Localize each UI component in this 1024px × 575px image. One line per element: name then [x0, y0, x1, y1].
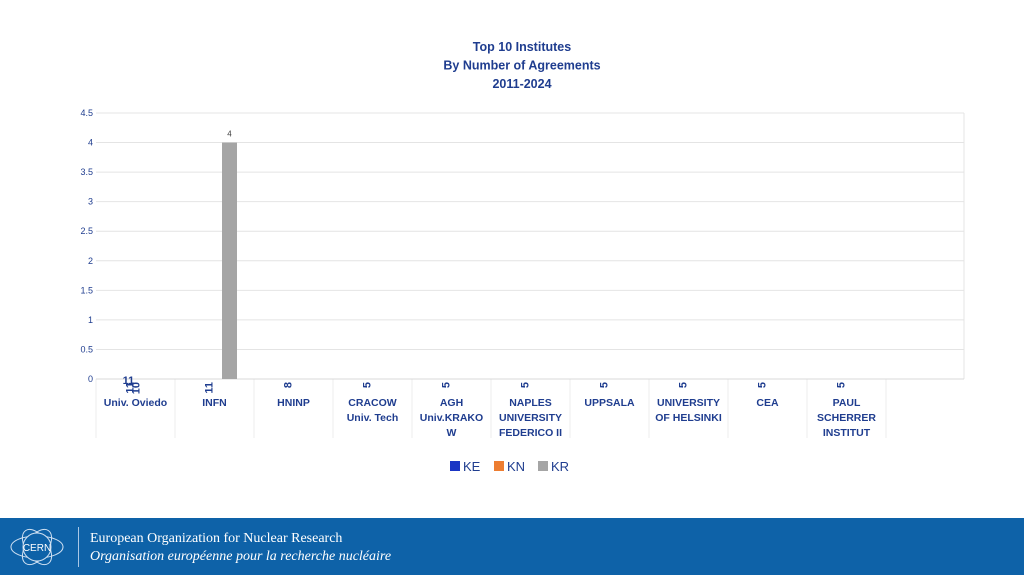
category-label: Univ. Oviedo — [104, 397, 167, 409]
category-label: W — [447, 427, 457, 439]
category-label: UNIVERSITY — [657, 397, 720, 409]
legend-swatch-kr — [538, 461, 548, 471]
category-label: SCHERRER — [817, 412, 876, 424]
y-tick-label: 3.5 — [80, 167, 93, 177]
legend: KE KN KR — [450, 459, 569, 474]
category-total-label: 5 — [757, 382, 769, 388]
category-label: NAPLES — [509, 397, 552, 409]
y-tick-label: 4.5 — [80, 108, 93, 118]
y-tick-label: 0.5 — [80, 344, 93, 354]
category-label: HNINP — [277, 397, 310, 409]
category-total-label: 5 — [520, 382, 532, 388]
legend-swatch-ke — [450, 461, 460, 471]
category-label: UNIVERSITY — [499, 412, 562, 424]
category-label: INFN — [202, 397, 227, 409]
category-total-label: 5 — [362, 382, 374, 388]
chart-title: Top 10 Institutes By Number of Agreements… — [443, 40, 600, 91]
category-label: FEDERICO II — [499, 427, 562, 439]
y-tick-label: 4 — [88, 138, 93, 148]
bar-kr — [222, 142, 237, 379]
cern-logo-text: CERN — [23, 543, 51, 554]
category-total-label: 5 — [599, 382, 611, 388]
y-tick-label: 0 — [88, 374, 93, 384]
legend-label-kr: KR — [551, 459, 569, 474]
chart-title-line: 2011-2024 — [492, 77, 551, 91]
category-label: CEA — [756, 397, 779, 409]
y-tick-label: 2 — [88, 256, 93, 266]
y-tick-label: 1.5 — [80, 285, 93, 295]
chart-title-line: Top 10 Institutes — [473, 40, 571, 54]
category-label: CRACOW — [348, 397, 396, 409]
y-tick-label: 3 — [88, 197, 93, 207]
extra-total-label: 10 — [131, 382, 143, 394]
footer-title-fr: Organisation européenne pour la recherch… — [90, 549, 392, 564]
category-label: PAUL — [833, 397, 861, 409]
footer-divider — [78, 527, 79, 567]
category-table: Univ. Oviedo INFN HNINP CRACOW Univ. Tech AGH… — [95, 378, 964, 439]
category-total-label: 5 — [441, 382, 453, 388]
category-label: UPPSALA — [584, 397, 635, 409]
legend-label-kn: KN — [507, 459, 525, 474]
bar-value-label: 4 — [227, 130, 232, 139]
category-label: Univ.KRAKO — [420, 412, 483, 424]
y-tick-label: 1 — [88, 315, 93, 325]
category-label: INSTITUT — [823, 427, 871, 439]
chart-title-line: By Number of Agreements — [443, 59, 600, 73]
footer-title-en: European Organization for Nuclear Resear… — [90, 531, 343, 546]
legend-swatch-kn — [494, 461, 504, 471]
footer-bar: CERN European Organization for Nuclear R… — [0, 518, 1024, 575]
category-total-label: 5 — [836, 382, 848, 388]
gridlines — [96, 112, 965, 380]
category-total-label: 5 — [678, 382, 690, 388]
cern-logo-icon: CERN — [8, 524, 66, 570]
category-label: AGH — [440, 397, 463, 409]
legend-label-ke: KE — [463, 459, 481, 474]
category-total-label: 8 — [283, 382, 295, 388]
category-label: Univ. Tech — [347, 412, 399, 424]
y-axis-ticks: 0 0.5 1 1.5 2 2.5 3 3.5 4 4.5 — [80, 108, 93, 384]
bars — [222, 142, 237, 379]
category-label: OF HELSINKI — [655, 412, 722, 424]
y-tick-label: 2.5 — [80, 226, 93, 236]
category-total-label: 11 — [125, 382, 137, 394]
category-total-label: 11 — [204, 382, 216, 394]
chart: Top 10 Institutes By Number of Agreements… — [80, 40, 965, 474]
category-total-label-horizontal: 11 — [123, 375, 135, 387]
